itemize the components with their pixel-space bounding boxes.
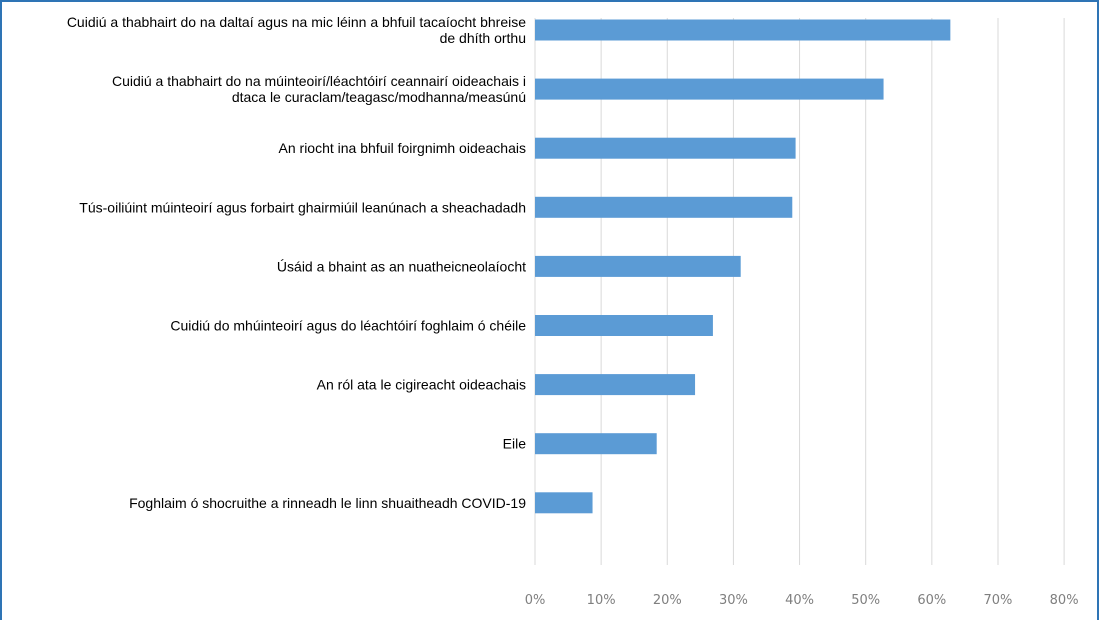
bar	[535, 374, 696, 396]
bar	[535, 19, 951, 41]
category-label: Foghlaim ó shocruithe a rinneadh le linn…	[129, 495, 526, 511]
bar	[535, 492, 593, 514]
bar	[535, 78, 884, 100]
x-tick-label: 40%	[785, 593, 814, 608]
x-tick-label: 60%	[917, 593, 946, 608]
category-label: An riocht ina bhfuil foirgnimh oideachai…	[279, 140, 526, 156]
x-tick-label: 30%	[719, 593, 748, 608]
bar	[535, 255, 741, 277]
category-label: Cuidiú do mhúinteoirí agus do léachtóirí…	[170, 318, 526, 334]
bar	[535, 137, 796, 159]
x-tick-label: 10%	[587, 593, 616, 608]
category-label: Úsáid a bhaint as an nuatheicneolaíocht	[277, 258, 526, 274]
category-label: Tús-oiliúint múinteoirí agus forbairt gh…	[79, 199, 526, 215]
category-label: An ról ata le cigireacht oideachais	[317, 377, 526, 393]
category-label: Cuidiú a thabhairt do na múinteoirí/léac…	[112, 73, 526, 89]
bar	[535, 433, 657, 455]
category-label: Eile	[503, 436, 527, 452]
bar	[535, 315, 713, 336]
category-label: de dhíth orthu	[440, 30, 526, 46]
category-label: dtaca le curaclam/teagasc/modhanna/measú…	[232, 89, 526, 105]
bar	[535, 196, 793, 218]
x-tick-label: 70%	[984, 593, 1013, 608]
x-tick-label: 20%	[653, 593, 682, 608]
x-tick-label: 80%	[1050, 593, 1079, 608]
x-tick-label: 0%	[525, 593, 546, 608]
x-tick-label: 50%	[851, 593, 880, 608]
category-label: Cuidiú a thabhairt do na daltaí agus na …	[67, 14, 526, 30]
